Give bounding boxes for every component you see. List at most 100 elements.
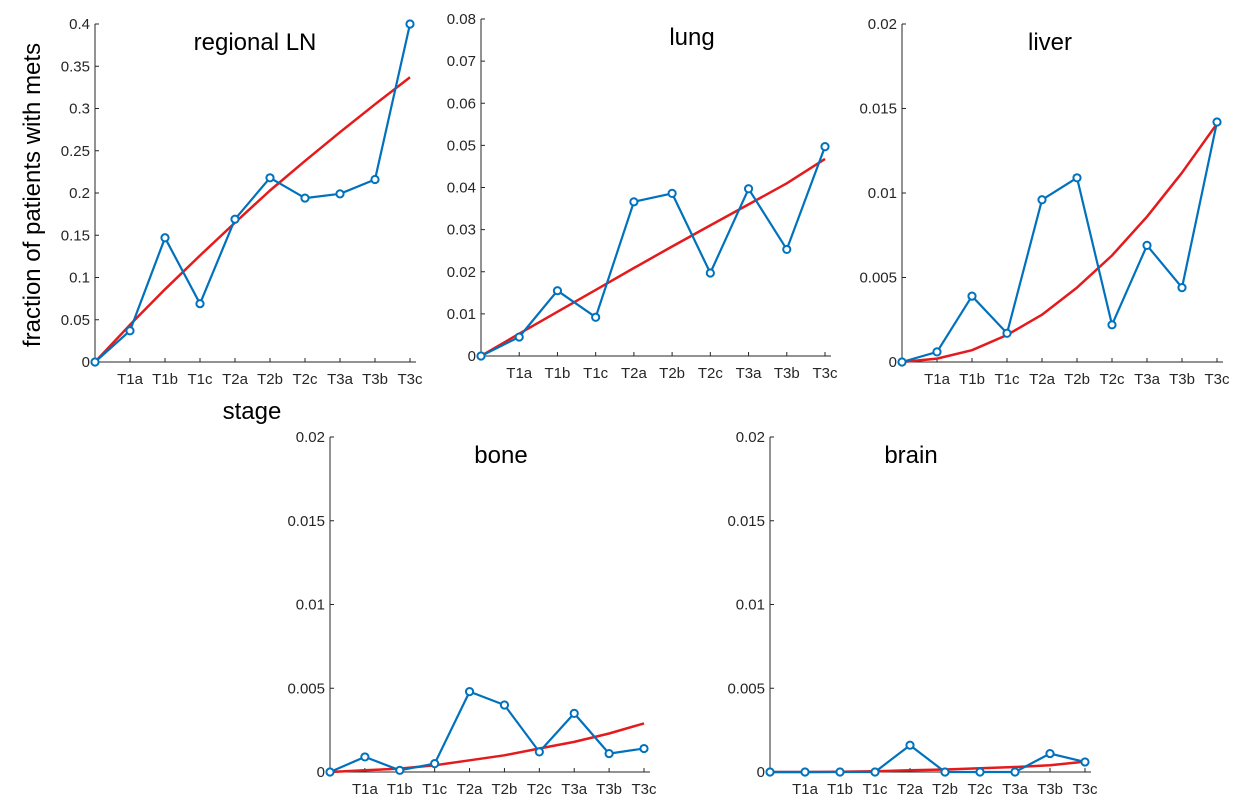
y-tick-label: 0.01 [447, 306, 476, 323]
chart-title: regional LN [194, 29, 317, 56]
x-tick-label: T3c [631, 781, 657, 798]
x-tick-label: T3c [397, 371, 423, 388]
data-point [897, 357, 907, 367]
fit-line [94, 76, 411, 363]
x-tick-label: T1a [117, 371, 144, 388]
chart-panels: 0 0.05 0.1 0.15 0.2 0.25 0.3 0.35 0.4 T1a T1b T1c T2… [61, 11, 1230, 798]
fit-line [901, 122, 1219, 364]
x-tick-label: T1b [545, 365, 571, 382]
data-point [835, 767, 845, 777]
x-tick-label: T2a [897, 781, 924, 798]
x-tick-label: T3a [327, 371, 354, 388]
x-tick-label: T1b [827, 781, 853, 798]
x-tick-label: T2b [257, 371, 283, 388]
data-point [395, 765, 405, 775]
x-tick-label: T3b [1037, 781, 1063, 798]
x-tick-label: T2c [967, 781, 993, 798]
observed-line [329, 690, 645, 774]
x-tick-label: T3c [1204, 371, 1230, 388]
x-tick-label: T3a [561, 781, 588, 798]
x-axis-label: stage [223, 398, 282, 425]
x-tick-label: T2c [698, 365, 724, 382]
y-tick-label: 0.01 [868, 185, 897, 202]
y-tick-label: 0.015 [859, 101, 897, 118]
data-point [1142, 240, 1152, 250]
y-tick-label: 0.07 [447, 53, 476, 70]
y-tick-label: 0.005 [727, 680, 765, 697]
data-point [1002, 328, 1012, 338]
y-tick-label: 0.005 [287, 680, 325, 697]
data-point [125, 326, 135, 336]
data-point [604, 748, 614, 759]
x-tick-label: T1a [924, 371, 951, 388]
x-tick-label: T3c [812, 365, 838, 382]
data-point [905, 740, 915, 750]
x-tick-label: T2c [527, 781, 553, 798]
y-tick-label: 0 [889, 354, 897, 371]
chart-liver: 0 0.005 0.01 0.015 0.02 T1a T1b T1c T2a T2b T2c T3a… [859, 16, 1230, 388]
data-point [800, 767, 810, 777]
x-tick-label: T1b [387, 781, 413, 798]
observed-line [94, 23, 412, 363]
x-tick-label: T3b [1169, 371, 1195, 388]
y-tick-label: 0.1 [69, 270, 90, 287]
x-tick-label: T1a [792, 781, 819, 798]
data-point [705, 268, 715, 278]
data-point [743, 184, 754, 194]
x-tick-label: T3b [774, 365, 800, 382]
y-tick-label: 0.05 [61, 312, 90, 329]
data-point [514, 332, 524, 342]
y-tick-label: 0 [82, 354, 90, 371]
y-tick-label: 0.04 [447, 180, 476, 197]
data-point [870, 767, 880, 777]
data-point [1037, 195, 1047, 205]
data-point [430, 759, 440, 769]
data-point [370, 174, 380, 185]
y-tick-label: 0.01 [296, 597, 325, 614]
data-point [160, 233, 170, 243]
data-point [1072, 173, 1082, 183]
x-tick-label: T3a [1002, 781, 1029, 798]
x-tick-label: T2a [457, 781, 484, 798]
y-tick-label: 0.08 [447, 11, 476, 28]
data-point [1177, 283, 1187, 293]
y-axis-label: fraction of patients with mets [19, 43, 46, 347]
y-tick-label: 0 [468, 348, 476, 365]
y-tick-label: 0 [757, 764, 765, 781]
x-tick-label: T3a [736, 365, 763, 382]
data-point [195, 299, 205, 309]
data-point [940, 767, 950, 777]
x-tick-label: T1a [352, 781, 379, 798]
x-tick-label: T2a [621, 365, 648, 382]
x-tick-label: T2c [292, 371, 318, 388]
data-point [765, 767, 775, 777]
chart-title: brain [884, 442, 937, 469]
data-point [265, 173, 275, 183]
x-tick-label: T2a [222, 371, 249, 388]
x-tick-label: T1c [422, 781, 448, 798]
x-tick-label: T3b [596, 781, 622, 798]
y-tick-label: 0.01 [736, 597, 765, 614]
y-tick-label: 0.02 [296, 429, 325, 446]
data-point [667, 188, 677, 198]
data-point [1010, 767, 1020, 777]
data-point [1045, 748, 1055, 759]
data-point [300, 193, 310, 203]
y-tick-label: 0.02 [736, 429, 765, 446]
y-tick-label: 0.015 [287, 513, 325, 530]
x-tick-label: T2b [492, 781, 518, 798]
x-tick-label: T2b [659, 365, 685, 382]
data-point [499, 700, 510, 710]
observed-line [770, 744, 1086, 774]
y-tick-label: 0.005 [859, 270, 897, 287]
y-tick-label: 0.05 [447, 137, 476, 154]
y-tick-label: 0.35 [61, 58, 90, 75]
chart-title: liver [1028, 29, 1072, 56]
y-tick-label: 0.25 [61, 143, 90, 160]
data-point [569, 708, 579, 718]
data-point [782, 244, 792, 255]
y-tick-label: 0.02 [868, 16, 897, 33]
chart-title: bone [474, 442, 527, 469]
observed-line [480, 146, 827, 357]
